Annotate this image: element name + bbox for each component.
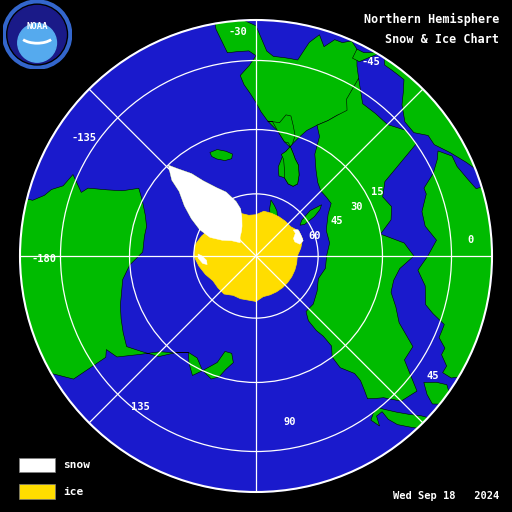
Polygon shape	[168, 165, 242, 243]
Polygon shape	[300, 205, 322, 225]
Polygon shape	[306, 78, 417, 401]
Polygon shape	[0, 0, 18, 200]
Text: 15: 15	[371, 187, 383, 197]
Text: 45: 45	[330, 216, 343, 226]
Text: 90: 90	[283, 417, 295, 428]
Circle shape	[20, 20, 492, 492]
Text: 0: 0	[467, 234, 473, 245]
Text: -30: -30	[229, 27, 247, 37]
Text: Snow & Ice Chart: Snow & Ice Chart	[385, 33, 499, 46]
Polygon shape	[268, 115, 299, 186]
Text: ice: ice	[63, 486, 83, 497]
Text: 135: 135	[132, 402, 150, 412]
Polygon shape	[481, 134, 512, 285]
Text: 60: 60	[309, 231, 321, 241]
Circle shape	[8, 6, 66, 63]
Text: -45: -45	[362, 57, 380, 68]
Circle shape	[18, 24, 56, 62]
Polygon shape	[270, 200, 278, 219]
Polygon shape	[0, 175, 233, 407]
Polygon shape	[210, 150, 232, 161]
Polygon shape	[293, 230, 303, 244]
Polygon shape	[418, 151, 512, 407]
Text: -180: -180	[31, 253, 56, 264]
Polygon shape	[148, 0, 417, 53]
Polygon shape	[371, 408, 461, 430]
Polygon shape	[424, 382, 459, 407]
Text: 45: 45	[426, 371, 439, 381]
Polygon shape	[198, 254, 207, 265]
Polygon shape	[214, 16, 358, 186]
Text: 30: 30	[351, 202, 363, 212]
Text: NOAA: NOAA	[27, 22, 48, 31]
Text: -135: -135	[72, 133, 97, 143]
Text: Northern Hemisphere: Northern Hemisphere	[364, 13, 499, 26]
Polygon shape	[168, 165, 242, 243]
Text: snow: snow	[63, 460, 90, 470]
Polygon shape	[352, 47, 512, 174]
Text: Wed Sep 18   2024: Wed Sep 18 2024	[393, 490, 499, 501]
Polygon shape	[194, 211, 303, 302]
